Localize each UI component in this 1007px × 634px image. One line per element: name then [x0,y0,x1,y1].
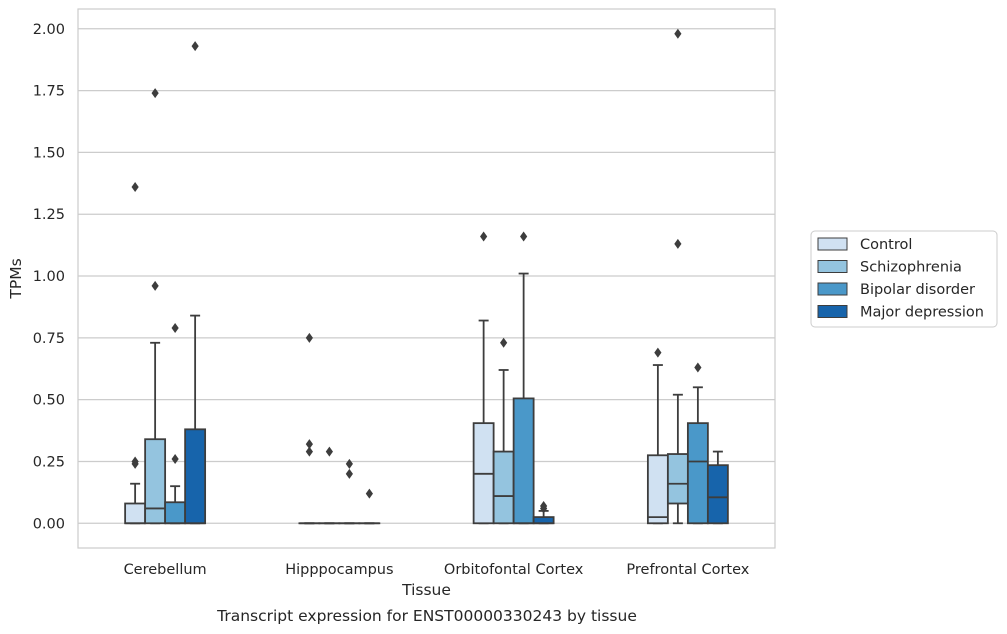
outlier-point [674,238,682,249]
box [532,500,555,525]
x-tick-label: Prefrontal Cortex [626,562,749,578]
y-gridlines [78,28,775,524]
figure-caption: Transcript expression for ENST0000033024… [216,607,637,625]
x-axis-label: Tissue [401,581,451,599]
legend-frame [810,230,998,328]
box-body [512,397,535,525]
legend: Control Schizophrenia Bipolar disorder Majo… [810,230,998,328]
outlier-point [171,322,179,333]
outlier-point [694,362,702,373]
box [318,446,341,525]
box [492,337,515,525]
box-body [492,450,515,525]
box [472,231,495,525]
y-axis-label: TPMs [7,258,25,299]
outlier-point [520,231,528,242]
y-tick-label: 1.75 [33,84,65,100]
outlier-point [345,468,353,479]
box [184,41,207,525]
box-body [646,454,669,525]
y-tick-label: 1.00 [33,269,65,285]
legend-label: Control [860,237,912,253]
y-tick-labels: 0.00 0.25 0.50 0.75 1.00 1.25 1.50 1.75 2.00 [33,22,65,532]
series-bipolar-disorder [164,231,709,525]
box-series [124,28,729,525]
x-tick-label: Orbitofontal Cortex [444,562,584,578]
outlier-point [365,488,373,499]
box-body [686,422,709,525]
legend-label: Schizophrenia [860,260,962,276]
outlier-point [151,280,159,291]
outlier-point [540,500,548,511]
outlier-point [654,347,662,358]
outlier-point [674,28,682,39]
box [706,450,729,525]
legend-swatch [817,260,848,273]
y-tick-label: 0.75 [33,331,65,347]
y-tick-label: 1.50 [33,145,65,161]
box-body [666,453,689,505]
box-body [184,428,207,525]
x-tick-label: Hipppocampus [285,562,393,578]
legend-label: Major depression [860,305,984,321]
box [512,231,535,525]
y-tick-label: 0.25 [33,454,65,470]
box [298,332,321,525]
series-schizophrenia [144,28,689,525]
box [686,362,709,525]
box [666,28,689,525]
y-tick-label: 0.00 [33,516,65,532]
box-body [706,464,729,525]
outlier-point [305,439,313,450]
series-major-depression [184,41,729,525]
legend-swatch [817,305,848,318]
y-tick-label: 0.50 [33,393,65,409]
outlier-point [325,446,333,457]
box-body [144,438,167,525]
box [358,488,381,525]
y-tick-label: 2.00 [33,22,65,38]
box [144,88,167,525]
outlier-point [151,88,159,99]
x-tick-label: Cerebellum [124,562,207,578]
y-tick-label: 1.25 [33,207,65,223]
box-body [532,516,555,525]
box-body [164,501,187,525]
outlier-point [345,458,353,469]
outlier-point [500,337,508,348]
outlier-point [171,453,179,464]
box-body [124,502,147,525]
outlier-point [305,332,313,343]
box [164,322,187,525]
legend-swatch [817,237,848,251]
legend-swatch [817,282,848,296]
outlier-point [131,456,139,467]
outlier-point [191,41,199,52]
outlier-point [131,182,139,193]
x-tick-labels: Cerebellum Hipppocampus Orbitofontal Corte… [124,562,750,578]
box [338,458,361,525]
outlier-point [480,231,488,242]
outlier-point [305,446,313,457]
plot-frame [77,8,776,549]
legend-label: Bipolar disorder [860,282,975,298]
